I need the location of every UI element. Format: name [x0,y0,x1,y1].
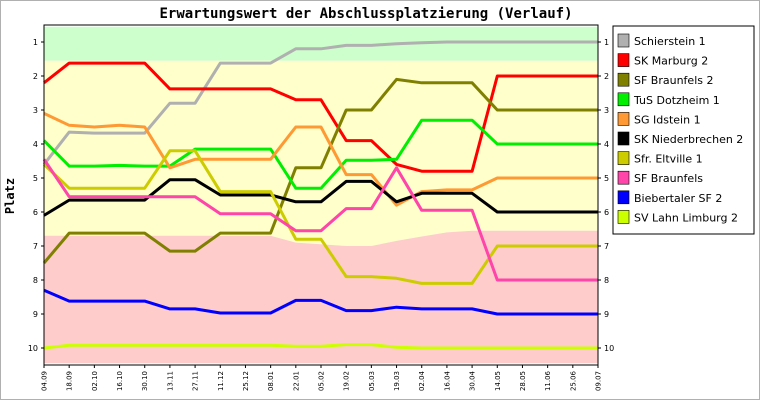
chart-title: Erwartungswert der Abschlussplatzierung … [159,6,572,22]
legend-label: SF Braunfels 2 [634,74,713,87]
x-tick-label: 02.10 [91,371,99,391]
y-tick-label: 5 [33,174,38,183]
legend-swatch [617,131,630,146]
x-tick-label: 18.09 [66,371,74,391]
legend-label: Sfr. Eltville 1 [634,153,703,166]
series-line-9 [43,343,598,350]
legend-swatch [617,53,630,67]
x-tick-label: 14.05 [494,371,502,391]
x-tick-label: 13.11 [166,371,174,391]
zones [44,25,598,364]
y-tick-label-right: 1 [604,38,609,47]
y-axis-label: Platz [3,178,17,214]
x-tick-label: 30.10 [141,371,149,391]
legend-label: Schierstein 1 [634,35,706,48]
legend-label: SG Idstein 1 [634,113,701,126]
x-tick-label: 05.02 [318,371,326,391]
x-tick-label: 02.04 [418,370,426,391]
legend-label: Biebertaler SF 2 [634,192,722,205]
y-tick-label: 9 [33,310,38,319]
legend-swatch [617,112,630,126]
legend-swatch [617,210,630,224]
x-tick-label: 19.02 [343,371,351,391]
zone-relegation [44,230,598,364]
series-lines [42,40,598,350]
x-tick-label: 11.12 [217,371,225,391]
legend-swatch [617,170,630,185]
x-tick-label: 05.03 [368,371,376,391]
series-line-3 [42,118,598,190]
y-tick-label-right: 9 [604,310,609,319]
y-tick-label-right: 2 [604,72,609,81]
series-line-8 [43,288,598,316]
x-tick-label: 27.11 [192,371,200,391]
legend-label: SF Braunfels [634,172,703,185]
x-tick-label: 22.01 [292,371,300,391]
y-tick-label-right: 4 [604,140,609,149]
x-tick-label: 04.09 [41,371,49,391]
x-tick-label: 28.05 [519,371,527,391]
x-tick-label: 16.10 [116,371,124,391]
x-tick-label: 16.04 [443,370,451,391]
y-tick-label-right: 7 [604,242,609,251]
legend-label: SK Niederbrechen 2 [634,133,743,146]
x-tick-label: 30.04 [469,370,477,391]
series-line-6 [42,149,598,285]
legend-label: SK Marburg 2 [634,55,708,68]
y-tick-label: 8 [33,276,38,285]
y-tick-label-right: 8 [604,276,609,285]
legend-swatch [617,72,630,87]
legend: Schierstein 1 SK Marburg 2 SF Braunfels 2 T… [612,25,755,235]
series-line-2 [42,77,598,264]
x-tick-label: 25.06 [569,370,577,391]
legend-label: SV Lahn Limburg 2 [634,211,738,224]
legend-label: TuS Dotzheim 1 [633,94,720,107]
y-tick-label: 4 [33,140,38,149]
zone-promotion [44,25,598,61]
y-tick-label-right: 6 [604,208,609,217]
series-line-4 [43,112,598,207]
series-line-0 [42,40,598,166]
legend-box [612,25,755,235]
x-tick-label: 19.03 [393,371,401,391]
y-tick-label: 10 [28,344,38,353]
y-tick-label: 2 [33,72,38,81]
y-tick-label: 1 [33,38,38,47]
axes: 1 1 2 2 3 3 4 4 5 5 6 6 7 7 8 8 9 9 10 10 04.09 18.09 02.10 16.… [28,24,614,391]
x-tick-label: 08.01 [267,371,275,391]
y-tick-label-right: 3 [604,106,609,115]
legend-swatch [617,33,630,48]
y-tick-label: 7 [33,242,38,251]
x-tick-label: 09.07 [595,371,603,391]
series-line-5 [43,178,598,217]
y-tick-label: 3 [33,106,38,115]
y-tick-label-right: 10 [604,344,614,353]
legend-swatch [617,190,630,205]
legend-swatch [617,92,630,107]
series-line-7 [42,158,598,282]
zone-middle [44,60,598,247]
series-line-1 [43,61,598,173]
x-tick-label: 11.06 [544,370,552,391]
y-tick-label: 6 [33,208,38,217]
legend-swatch [617,151,630,165]
y-tick-label-right: 5 [604,174,609,183]
x-tick-label: 25.12 [242,371,250,391]
